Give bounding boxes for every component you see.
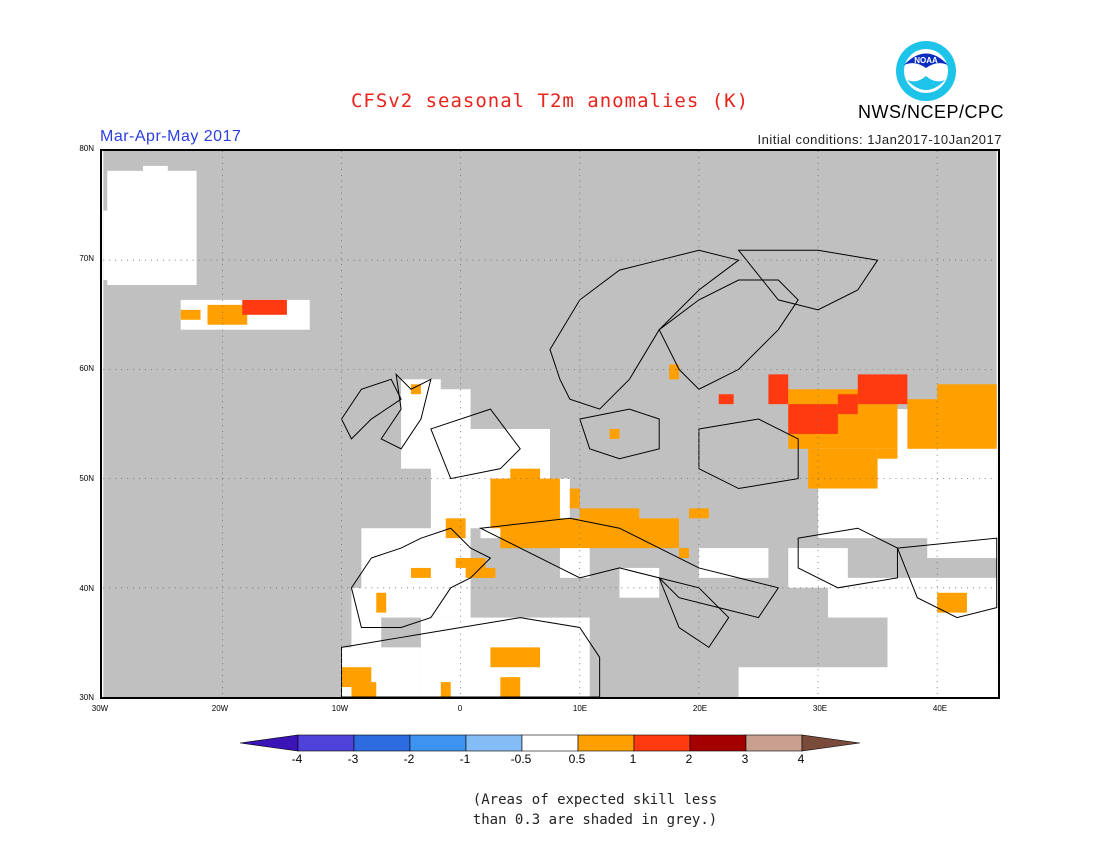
colorbar-segment — [353, 734, 411, 752]
colorbar-label: 1 — [629, 752, 637, 766]
colorbar-segment — [633, 734, 691, 752]
colorbar-segment — [465, 734, 523, 752]
organization-label: NWS/NCEP/CPC — [857, 102, 1004, 122]
colorbar-label: 3 — [741, 752, 749, 766]
forecast-period: Mar-Apr-May 2017 — [100, 128, 242, 145]
lon-label: 10W — [331, 704, 349, 713]
lat-label: 70N — [79, 254, 94, 263]
colorbar-label: 4 — [797, 752, 805, 766]
colorbar-arrow-right — [801, 734, 860, 752]
graticule — [103, 151, 997, 697]
anomaly-1-2 — [718, 374, 908, 434]
colorbar-label: -3 — [347, 752, 359, 766]
colorbar-label: 0.5 — [568, 752, 586, 766]
initial-conditions: Initial conditions: 1Jan2017-10Jan2017 — [757, 132, 1002, 147]
colorbar-segment — [521, 734, 579, 752]
footnote-line-1: (Areas of expected skill less — [472, 792, 718, 808]
colorbar-segment — [577, 734, 635, 752]
colorbar-label: -4 — [291, 752, 303, 766]
lon-label: 30E — [812, 704, 828, 713]
logo-text: NOAA — [914, 56, 938, 65]
lat-label: 40N — [79, 584, 94, 593]
chart-title: CFSv2 seasonal T2m anomalies (K) — [350, 90, 750, 112]
colorbar — [240, 734, 860, 752]
colorbar-segment — [745, 734, 803, 752]
anomaly-map — [100, 149, 1000, 699]
lon-label: 20E — [692, 704, 708, 713]
colorbar-label: -0.5 — [510, 752, 532, 766]
noaa-logo: NOAA — [896, 41, 956, 101]
greenland — [103, 165, 197, 286]
lat-label: 80N — [79, 144, 94, 153]
colorbar-label: 2 — [685, 752, 693, 766]
colorbar-label: -2 — [403, 752, 415, 766]
colorbar-segment — [297, 734, 355, 752]
lat-label: 30N — [79, 693, 94, 702]
lon-label: 40E — [932, 704, 948, 713]
colorbar-segment — [409, 734, 467, 752]
colorbar-segment — [689, 734, 747, 752]
lon-label: 30W — [91, 704, 109, 713]
lat-label: 60N — [79, 364, 94, 373]
iceland — [180, 299, 310, 330]
lon-label: 10E — [572, 704, 588, 713]
coastlines — [340, 249, 998, 697]
lon-label: 20W — [211, 704, 229, 713]
lon-label: 0 — [457, 704, 463, 713]
lat-label: 50N — [79, 474, 94, 483]
colorbar-arrow-left — [240, 734, 299, 752]
colorbar-label: -1 — [459, 752, 471, 766]
footnote-line-2: than 0.3 are shaded in grey.) — [472, 812, 718, 828]
